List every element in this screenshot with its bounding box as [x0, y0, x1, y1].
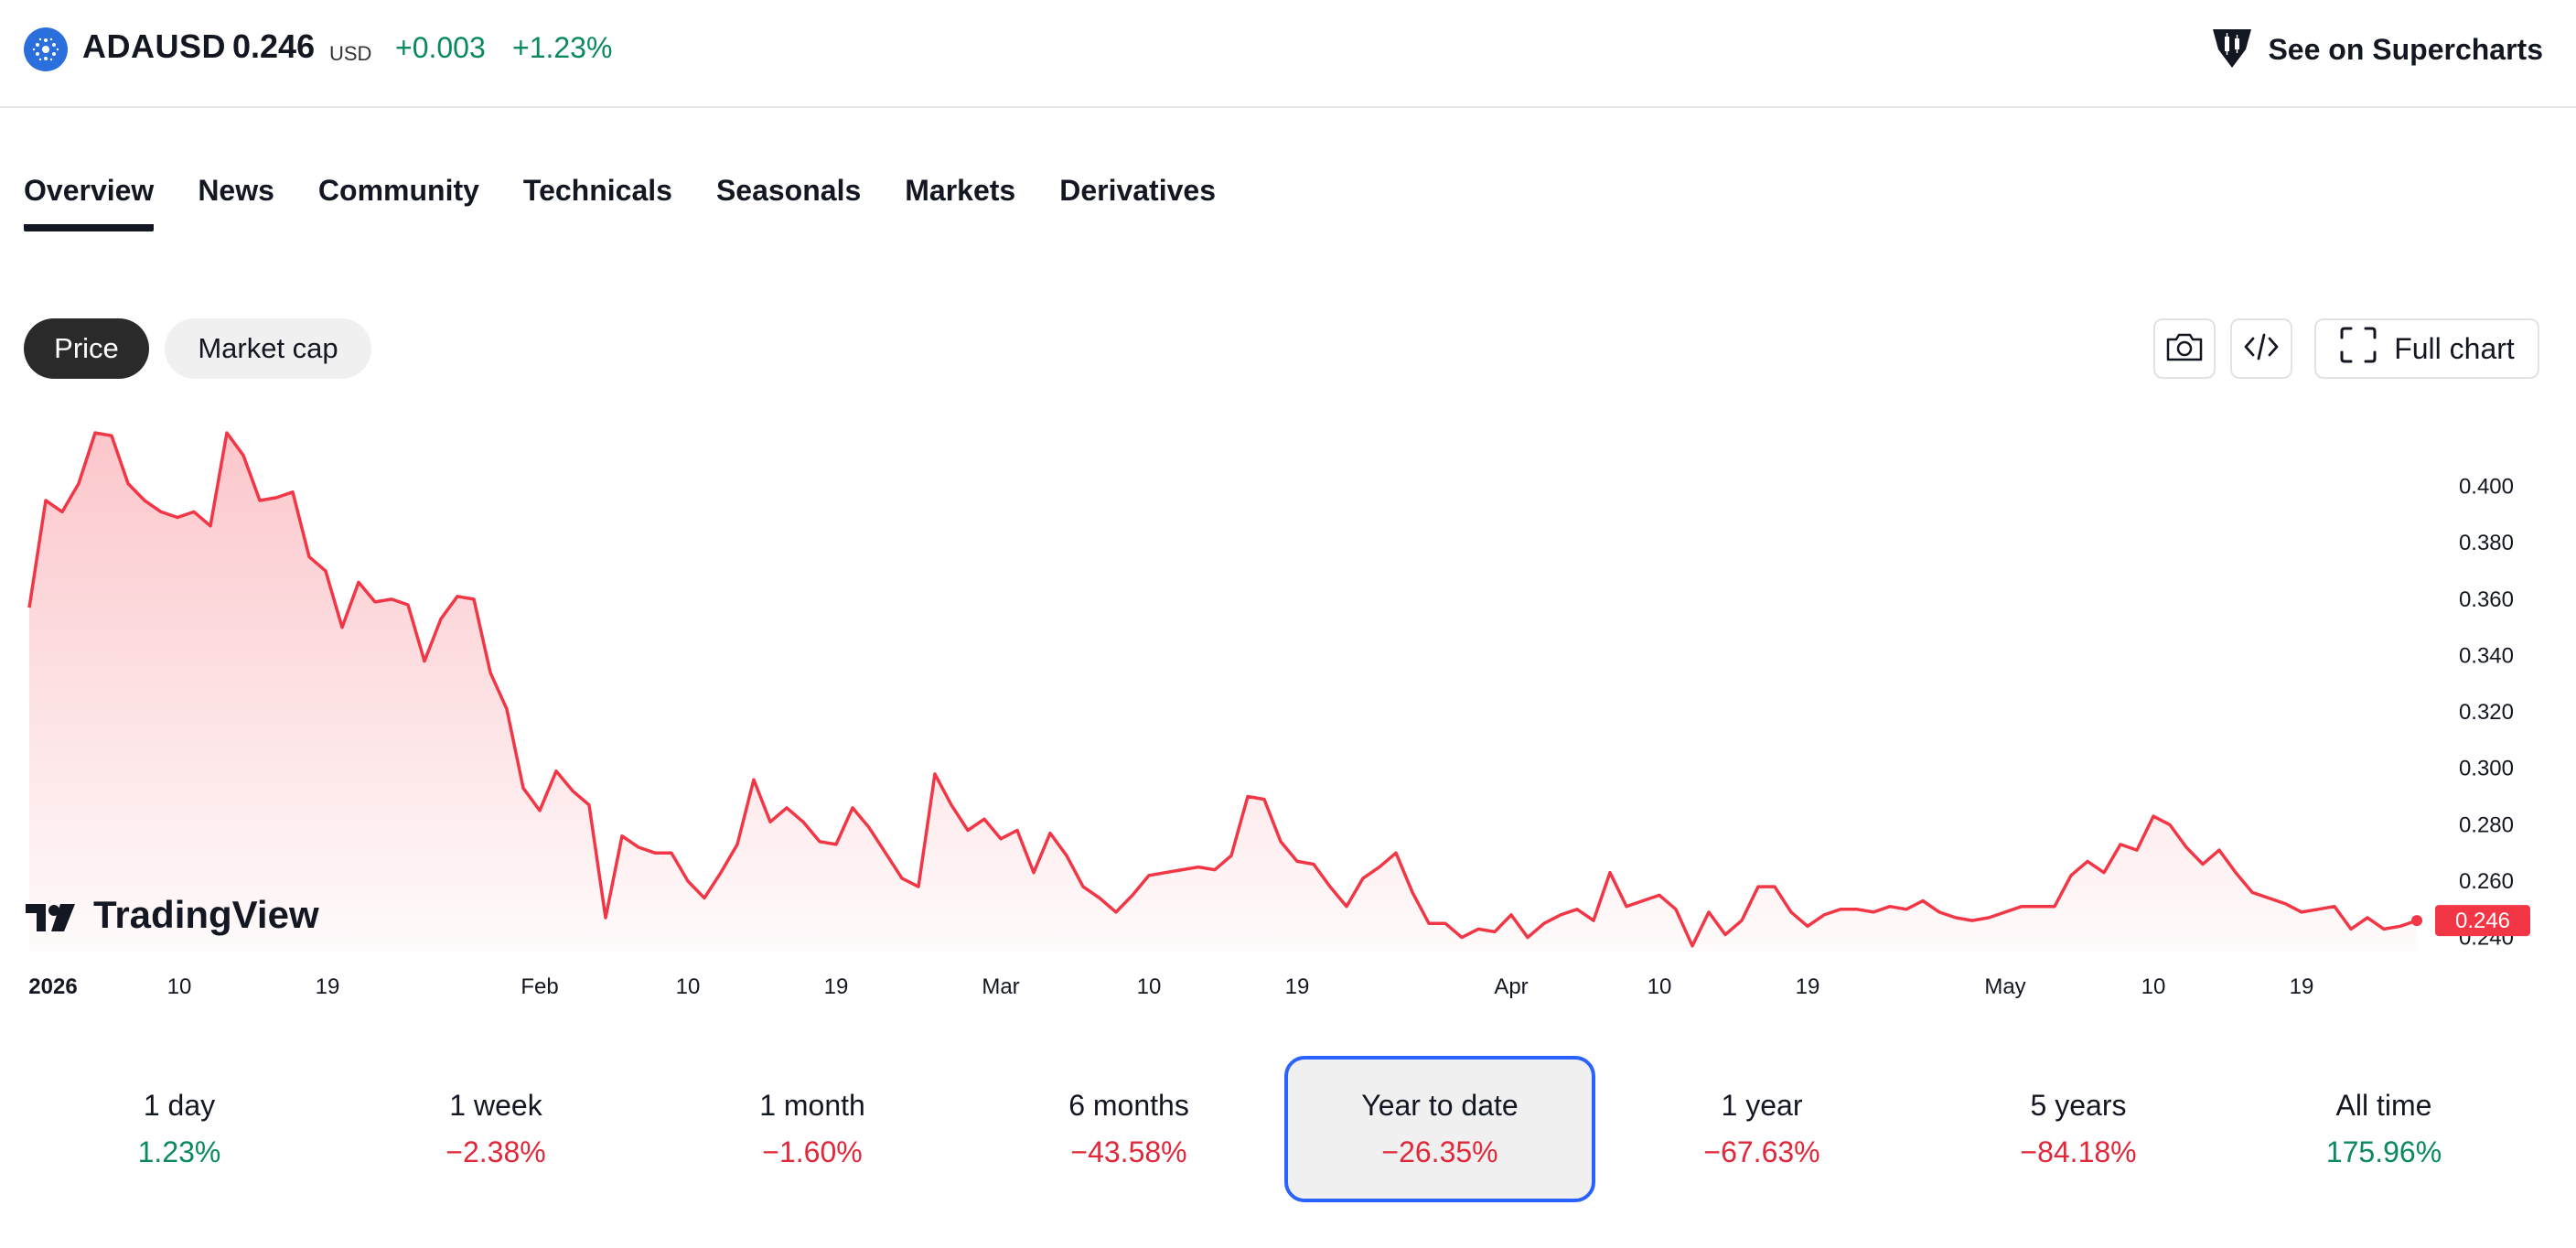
period-1-day[interactable]: 1 day 1.23% — [24, 1056, 335, 1202]
price-area-fill — [29, 433, 2417, 952]
period-change: −2.38% — [445, 1135, 546, 1168]
period-label: Year to date — [1361, 1089, 1519, 1122]
x-tick-label: May — [1984, 974, 2025, 999]
tab-seasonals[interactable]: Seasonals — [715, 174, 862, 207]
x-tick-label: 10 — [1137, 974, 1162, 999]
tab-technicals[interactable]: Technicals — [522, 174, 672, 207]
supercharts-label: See on Supercharts — [2268, 33, 2543, 66]
tab-community[interactable]: Community — [317, 174, 479, 207]
period-label: 6 months — [1068, 1089, 1189, 1122]
period-change: −84.18% — [2020, 1135, 2137, 1168]
period-label: 5 years — [2030, 1089, 2127, 1122]
y-tick-label: 0.260 — [2459, 869, 2514, 894]
tradingview-wordmark: TradingView — [93, 893, 319, 936]
period-change: −67.63% — [1703, 1135, 1820, 1168]
full-chart-button[interactable]: Full chart — [2314, 318, 2539, 379]
period-change: −1.60% — [762, 1135, 863, 1168]
period-label: 1 month — [759, 1089, 865, 1122]
y-tick-label: 0.340 — [2459, 643, 2514, 668]
period-label: 1 week — [449, 1089, 542, 1122]
x-tick-label: 19 — [1285, 974, 1310, 999]
x-tick-label: 10 — [1648, 974, 1672, 999]
y-tick-label: 0.360 — [2459, 587, 2514, 612]
price-change-percent: +1.23% — [512, 31, 613, 64]
see-on-supercharts-link[interactable]: See on Supercharts — [2209, 26, 2543, 74]
x-tick-label: 10 — [2141, 974, 2166, 999]
x-tick-label: 19 — [2290, 974, 2314, 999]
period-label: 1 year — [1721, 1089, 1803, 1122]
tab-derivatives[interactable]: Derivatives — [1059, 174, 1216, 207]
x-tick-label: 10 — [167, 974, 192, 999]
price-chart[interactable]: 0.400 0.380 0.360 0.340 0.320 0.300 0.280 0.260… — [0, 403, 2576, 1006]
period-change: −43.58% — [1070, 1135, 1187, 1168]
x-tick-label: 2026 — [28, 974, 77, 999]
y-tick-label: 0.300 — [2459, 757, 2514, 781]
tab-overview[interactable]: Overview — [24, 174, 155, 231]
tab-markets[interactable]: Markets — [905, 174, 1016, 207]
y-tick-label: 0.380 — [2459, 531, 2514, 555]
period-1-year[interactable]: 1 year −67.63% — [1606, 1056, 1917, 1202]
tradingview-watermark: TradingView — [26, 893, 319, 936]
price-line — [27, 431, 2418, 948]
x-tick-label: 19 — [824, 974, 849, 999]
last-price-dot — [2411, 915, 2422, 927]
y-axis: 0.400 0.380 0.360 0.340 0.320 0.300 0.280 0.260… — [2459, 475, 2514, 951]
current-price: 0.246 — [232, 27, 316, 65]
x-tick-label: Feb — [521, 974, 558, 999]
screenshot-button[interactable] — [2153, 318, 2216, 379]
period-change: 175.96% — [2325, 1135, 2442, 1168]
tab-news[interactable]: News — [198, 174, 274, 207]
market-cap-toggle-button[interactable]: Market cap — [165, 318, 371, 379]
last-price-tag-text: 0.246 — [2455, 909, 2510, 933]
x-tick-label: 19 — [316, 974, 340, 999]
x-tick-label: 19 — [1796, 974, 1820, 999]
period-5-years[interactable]: 5 years −84.18% — [1923, 1056, 2234, 1202]
period-year-to-date[interactable]: Year to date −26.35% — [1284, 1056, 1595, 1202]
price-change-absolute: +0.003 — [395, 31, 486, 64]
code-icon — [2243, 331, 2280, 367]
camera-icon — [2165, 331, 2204, 367]
period-1-month[interactable]: 1 month −1.60% — [657, 1056, 968, 1202]
period-label: All time — [2335, 1089, 2432, 1122]
period-1-week[interactable]: 1 week −2.38% — [340, 1056, 651, 1202]
symbol-name: ADAUSD — [82, 27, 227, 65]
period-6-months[interactable]: 6 months −43.58% — [973, 1056, 1284, 1202]
currency-label: USD — [329, 42, 372, 65]
performance-periods: 1 day 1.23% 1 week −2.38% 1 month −1.60%… — [24, 1056, 2539, 1202]
period-change: −26.35% — [1381, 1135, 1498, 1168]
period-label: 1 day — [143, 1089, 216, 1122]
x-tick-label: 10 — [676, 974, 701, 999]
cardano-icon — [24, 27, 68, 71]
y-tick-label: 0.280 — [2459, 812, 2514, 837]
supercharts-icon — [2209, 26, 2255, 74]
price-toggle-button[interactable]: Price — [24, 318, 149, 379]
x-tick-label: Apr — [1494, 974, 1528, 999]
x-axis: 2026 10 19 Feb 10 19 Mar 10 19 Apr 10 19 May 10 19 — [28, 974, 2313, 999]
embed-code-button[interactable] — [2230, 318, 2292, 379]
y-tick-label: 0.320 — [2459, 700, 2514, 725]
full-chart-label: Full chart — [2394, 331, 2515, 365]
last-price-tag — [2435, 905, 2530, 937]
period-change: 1.23% — [137, 1135, 221, 1168]
x-tick-label: Mar — [982, 974, 1019, 999]
y-tick-label: 0.400 — [2459, 475, 2514, 500]
period-all-time[interactable]: All time 175.96% — [2228, 1056, 2539, 1202]
tradingview-logo-icon — [26, 904, 75, 931]
fullscreen-icon — [2339, 326, 2377, 371]
symbol-header: ADAUSD 0.246 USD +0.003 +1.23% See on Su… — [0, 0, 2576, 108]
section-tabs: Overview News Community Technicals Seaso… — [24, 174, 1216, 231]
